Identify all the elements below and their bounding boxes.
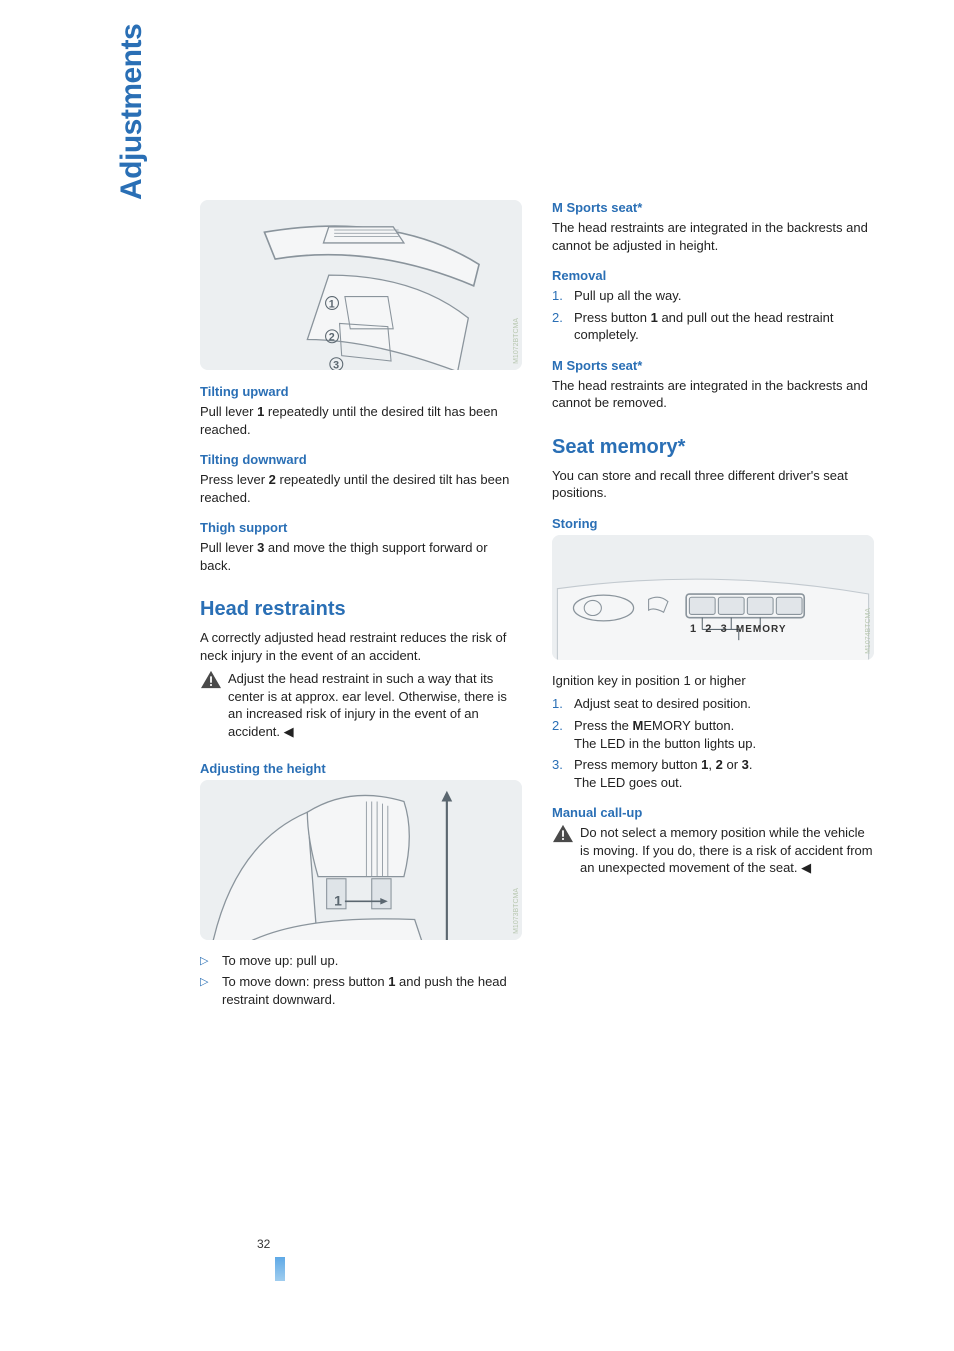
headrest-figure: 1 M1073BTCMA: [200, 780, 522, 940]
svg-text:1: 1: [334, 892, 342, 908]
adjusting-height-heading: Adjusting the height: [200, 761, 522, 776]
figure-watermark: M1073BTCMA: [513, 888, 520, 934]
head-restraints-intro: A correctly adjusted head restraint redu…: [200, 629, 522, 664]
memory-num-1: 1: [690, 623, 696, 635]
headrest-illustration: 1: [200, 780, 522, 940]
memory-num-2: 2: [705, 623, 711, 635]
tilting-upward-body: Pull lever 1 repeatedly until the desire…: [200, 403, 522, 438]
list-item: 3.Press memory button 1, 2 or 3.The LED …: [552, 756, 874, 791]
warning-icon: [200, 670, 222, 690]
head-restraints-warning: Adjust the head restraint in such a way …: [200, 670, 522, 746]
warning-icon: [552, 824, 574, 844]
page-number-bar: [275, 1257, 285, 1281]
seat-lever-figure: 1 2 3 M1072BTCMA: [200, 200, 522, 370]
memory-num-3: 3: [721, 623, 727, 635]
list-item: ▷To move down: press button 1 and push t…: [200, 973, 522, 1008]
left-column: 1 2 3 M1072BTCMA Tilting upward Pull lev…: [200, 200, 522, 1012]
manual-callup-heading: Manual call-up: [552, 805, 874, 820]
storing-steps: 1.Adjust seat to desired position. 2.Pre…: [552, 695, 874, 791]
head-restraints-heading: Head restraints: [200, 598, 522, 621]
memory-label: MEMORY: [736, 624, 787, 635]
manual-callup-warning: Do not select a memory position while th…: [552, 824, 874, 883]
thigh-support-heading: Thigh support: [200, 520, 522, 535]
height-adjust-list: ▷To move up: pull up. ▷To move down: pre…: [200, 952, 522, 1009]
storing-precondition: Ignition key in position 1 or higher: [552, 672, 874, 690]
svg-text:1: 1: [329, 298, 335, 310]
memory-panel-figure: 1 2 3 MEMORY M1074BTCMA: [552, 535, 874, 660]
triangle-bullet-icon: ▷: [200, 952, 222, 970]
m-sports-seat-1-heading: M Sports seat*: [552, 200, 874, 215]
figure-watermark: M1074BTCMA: [865, 608, 872, 654]
figure-watermark: M1072BTCMA: [513, 318, 520, 364]
list-item: 2.Press button 1 and pull out the head r…: [552, 309, 874, 344]
two-column-layout: 1 2 3 M1072BTCMA Tilting upward Pull lev…: [200, 200, 874, 1012]
manual-callup-warning-text: Do not select a memory position while th…: [580, 824, 874, 877]
list-item: 2.Press the MEMORY button.The LED in the…: [552, 717, 874, 752]
list-item: ▷To move up: pull up.: [200, 952, 522, 970]
triangle-bullet-icon: ▷: [200, 973, 222, 1008]
svg-text:3: 3: [333, 360, 339, 370]
m-sports-seat-1-body: The head restraints are integrated in th…: [552, 219, 874, 254]
seat-memory-heading: Seat memory*: [552, 436, 874, 459]
section-tab: Adjustments: [115, 24, 149, 200]
m-sports-seat-2-body: The head restraints are integrated in th…: [552, 377, 874, 412]
right-column: M Sports seat* The head restraints are i…: [552, 200, 874, 1012]
memory-panel-illustration: [552, 535, 874, 660]
tilting-downward-body: Press lever 2 repeatedly until the desir…: [200, 471, 522, 506]
removal-heading: Removal: [552, 268, 874, 283]
page-number: 32: [257, 1237, 270, 1251]
seat-memory-intro: You can store and recall three different…: [552, 467, 874, 502]
seat-lever-illustration: 1 2 3: [200, 200, 522, 370]
m-sports-seat-2-heading: M Sports seat*: [552, 358, 874, 373]
storing-heading: Storing: [552, 516, 874, 531]
page-root: Adjustments 1 2: [0, 0, 954, 1351]
list-item: 1.Adjust seat to desired position.: [552, 695, 874, 713]
list-item: 1.Pull up all the way.: [552, 287, 874, 305]
thigh-support-body: Pull lever 3 and move the thigh support …: [200, 539, 522, 574]
svg-text:2: 2: [329, 332, 335, 344]
removal-steps: 1.Pull up all the way. 2.Press button 1 …: [552, 287, 874, 344]
tilting-downward-heading: Tilting downward: [200, 452, 522, 467]
tilting-upward-heading: Tilting upward: [200, 384, 522, 399]
head-restraints-warning-text: Adjust the head restraint in such a way …: [228, 670, 522, 740]
